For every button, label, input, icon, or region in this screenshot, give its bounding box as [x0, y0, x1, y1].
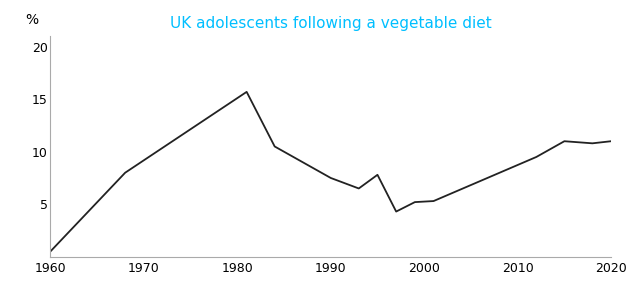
Text: %: % [25, 13, 38, 27]
Title: UK adolescents following a vegetable diet: UK adolescents following a vegetable die… [170, 16, 491, 31]
